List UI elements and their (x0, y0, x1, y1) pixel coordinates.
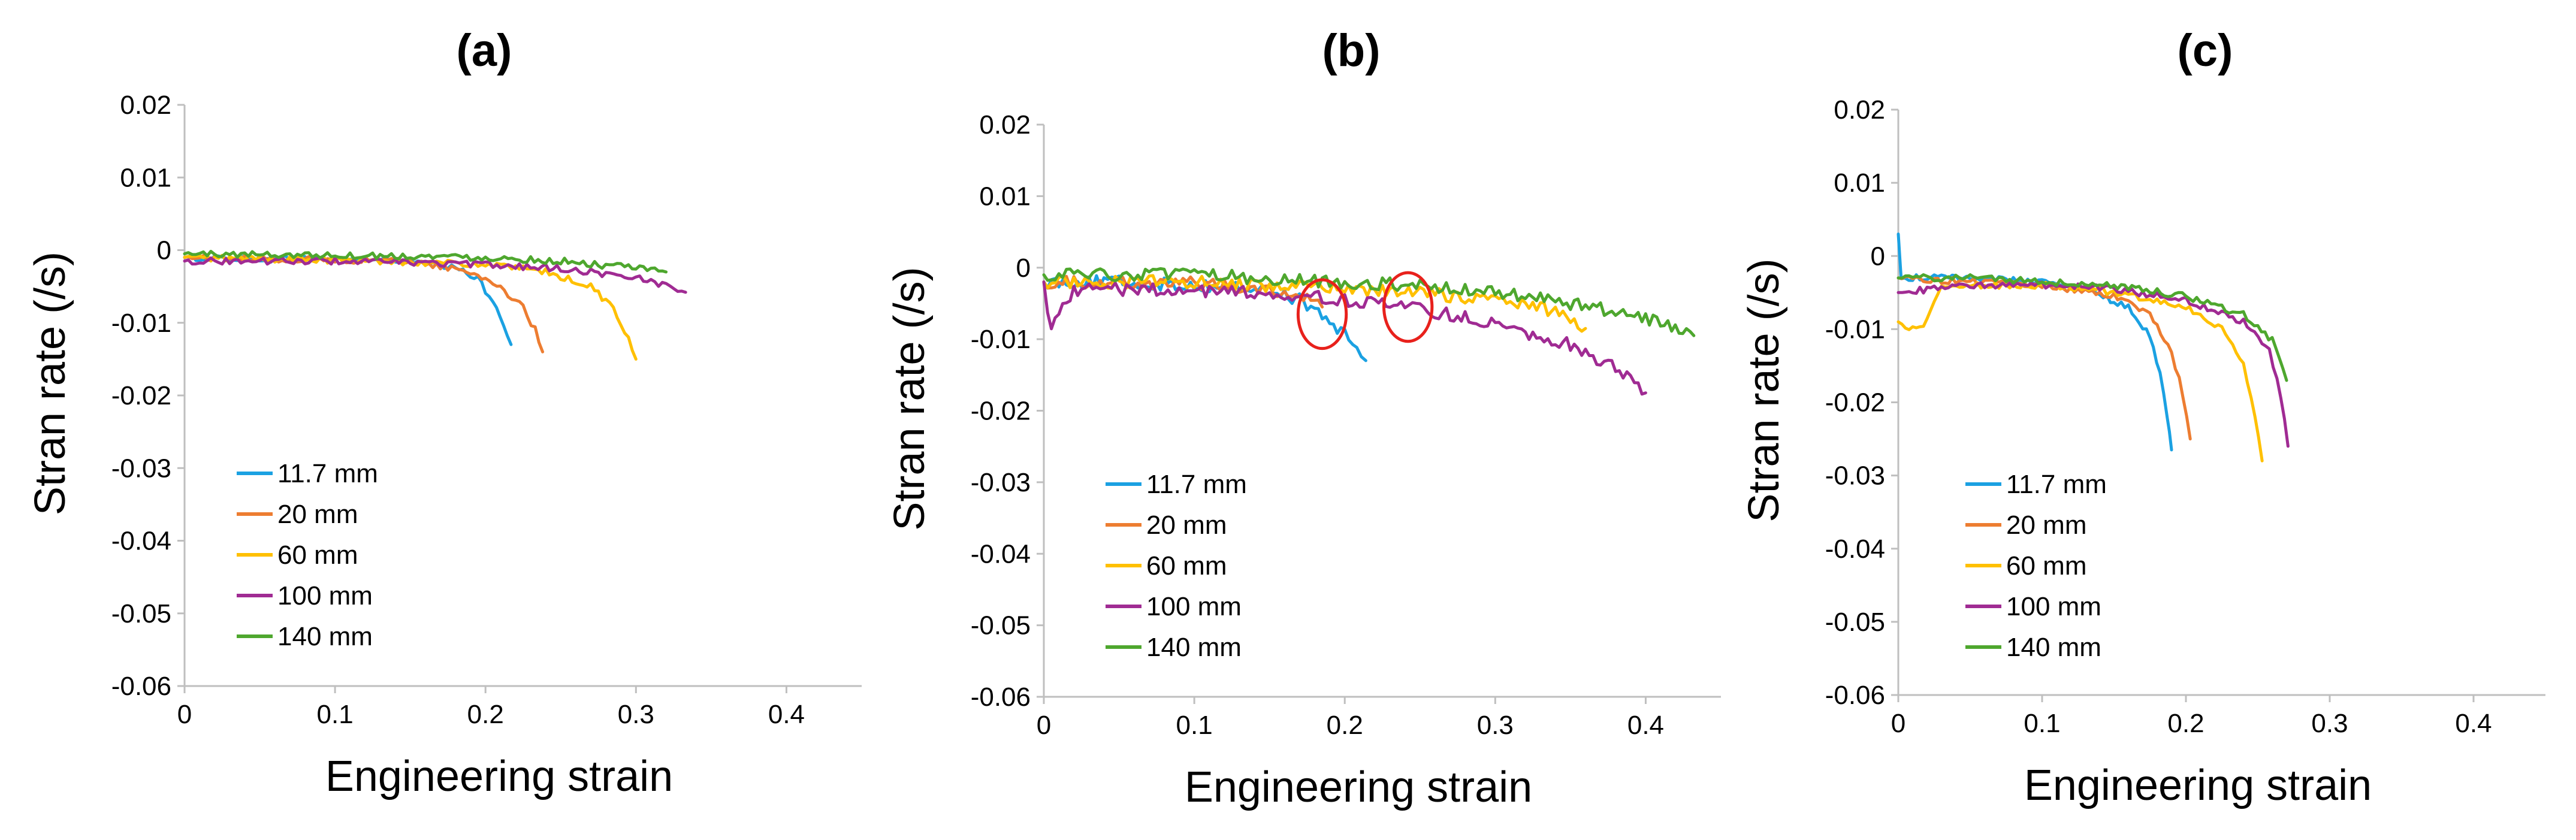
x-tick-label: 0.3 (2311, 709, 2348, 738)
legend-label: 60 mm (277, 540, 358, 570)
y-tick-label: 0 (1871, 241, 1885, 271)
series-line-100-mm (1042, 280, 1647, 396)
y-tick-label: 0.01 (1834, 168, 1885, 198)
y-tick-label: -0.05 (971, 611, 1031, 640)
x-tick-label: 0.1 (1176, 711, 1213, 740)
annotation-ellipse (1296, 278, 1348, 350)
x-tick-label: 0.1 (317, 700, 354, 729)
y-tick-label: -0.02 (111, 381, 171, 410)
y-tick-label: -0.03 (111, 454, 171, 483)
series-line-100-mm (183, 256, 687, 294)
x-tick-label: 0.4 (768, 700, 805, 729)
y-tick-label: -0.02 (971, 397, 1031, 426)
panel-label: (c) (2178, 25, 2233, 76)
legend-label: 11.7 mm (2006, 470, 2107, 499)
x-axis-title: Engineering strain (1185, 763, 1532, 811)
x-tick-label: 0.3 (618, 700, 654, 729)
y-tick-label: 0.02 (120, 90, 171, 120)
y-tick-label: -0.05 (111, 599, 171, 629)
series-line-60-mm (1042, 274, 1587, 333)
series-line-60-mm (1896, 280, 2264, 463)
legend-label: 60 mm (1146, 551, 1227, 581)
y-tick-label: -0.01 (111, 309, 171, 338)
chart-panel-a: (a) 0.02 0.01 0 -0.01 -0.02 -0.03 -0.04 -0.05 -0.… (26, 25, 862, 800)
y-axis-title: Stran rate (/s) (26, 252, 74, 515)
y-tick-label: -0.01 (1825, 315, 1885, 344)
y-axis-title: Stran rate (/s) (886, 267, 934, 530)
series-line-140-mm (1042, 267, 1696, 337)
y-tick-label: 0.02 (1834, 95, 1885, 125)
legend: 11.7 mm 20 mm 60 mm 100 mm 140 mm (237, 459, 378, 651)
legend-label: 11.7 mm (1146, 470, 1247, 499)
y-tick-label: -0.06 (1825, 681, 1885, 710)
legend-label: 20 mm (277, 500, 358, 529)
x-tick-label: 0.2 (1327, 711, 1363, 740)
legend-label: 60 mm (2006, 551, 2086, 581)
y-tick-label: -0.04 (971, 539, 1031, 569)
x-tick-label: 0 (1037, 711, 1051, 740)
y-tick-label: -0.06 (111, 672, 171, 701)
x-tick-label: 0.3 (1477, 711, 1514, 740)
y-tick-label: 0.02 (979, 110, 1031, 140)
x-tick-label: 0.4 (2455, 709, 2492, 738)
annotation-ellipse (1382, 271, 1434, 343)
legend-label: 11.7 mm (277, 459, 378, 488)
y-tick-label: -0.04 (111, 527, 171, 556)
y-tick-label: -0.03 (971, 468, 1031, 497)
series-line-140-mm (1896, 273, 2288, 382)
y-tick-label: 0 (1016, 253, 1031, 283)
legend-label: 20 mm (1146, 510, 1227, 540)
legend-label: 140 mm (1146, 633, 1242, 662)
legend-label: 20 mm (2006, 510, 2086, 540)
x-axis-title: Engineering strain (2024, 762, 2372, 809)
legend: 11.7 mm 20 mm 60 mm 100 mm 140 mm (1106, 470, 1247, 662)
y-tick-label: 0 (157, 236, 171, 265)
x-tick-label: 0.2 (467, 700, 504, 729)
x-axis-title: Engineering strain (325, 753, 673, 800)
x-tick-label: 0.2 (2167, 709, 2204, 738)
panel-label: (b) (1322, 25, 1380, 76)
x-tick-label: 0.1 (2024, 709, 2060, 738)
series-line-140-mm (183, 250, 668, 274)
series-line-11-7-mm (1896, 232, 2173, 452)
y-tick-label: -0.05 (1825, 608, 1885, 637)
chart-panel-b: (b) 0.02 0.01 0 -0.01 -0.02 -0.03 -0.04 -0.05 -0.… (886, 25, 1721, 811)
y-tick-label: 0.01 (979, 182, 1031, 211)
x-tick-label: 0.4 (1627, 711, 1664, 740)
chart-panel-c: (c) 0.02 0.01 0 -0.01 -0.02 -0.03 -0.04 -0.05 -0.… (1740, 25, 2545, 809)
legend-label: 100 mm (277, 581, 373, 611)
y-tick-label: -0.01 (971, 325, 1031, 354)
series-line-100-mm (1896, 280, 2290, 448)
legend-label: 140 mm (2006, 633, 2101, 662)
legend: 11.7 mm 20 mm 60 mm 100 mm 140 mm (1965, 470, 2107, 662)
panel-label: (a) (457, 25, 512, 76)
series-line-11-7-mm (183, 253, 513, 346)
legend-label: 100 mm (2006, 592, 2101, 621)
legend-label: 140 mm (277, 622, 373, 651)
y-tick-label: 0.01 (120, 163, 171, 192)
y-axis-title: Stran rate (/s) (1740, 258, 1788, 522)
series-line-20-mm (183, 253, 545, 353)
y-tick-label: -0.04 (1825, 534, 1885, 564)
y-tick-label: -0.02 (1825, 388, 1885, 418)
legend-label: 100 mm (1146, 592, 1242, 621)
y-tick-label: -0.03 (1825, 461, 1885, 491)
x-tick-label: 0 (1891, 709, 1905, 738)
y-tick-label: -0.06 (971, 682, 1031, 712)
x-tick-label: 0 (177, 700, 192, 729)
